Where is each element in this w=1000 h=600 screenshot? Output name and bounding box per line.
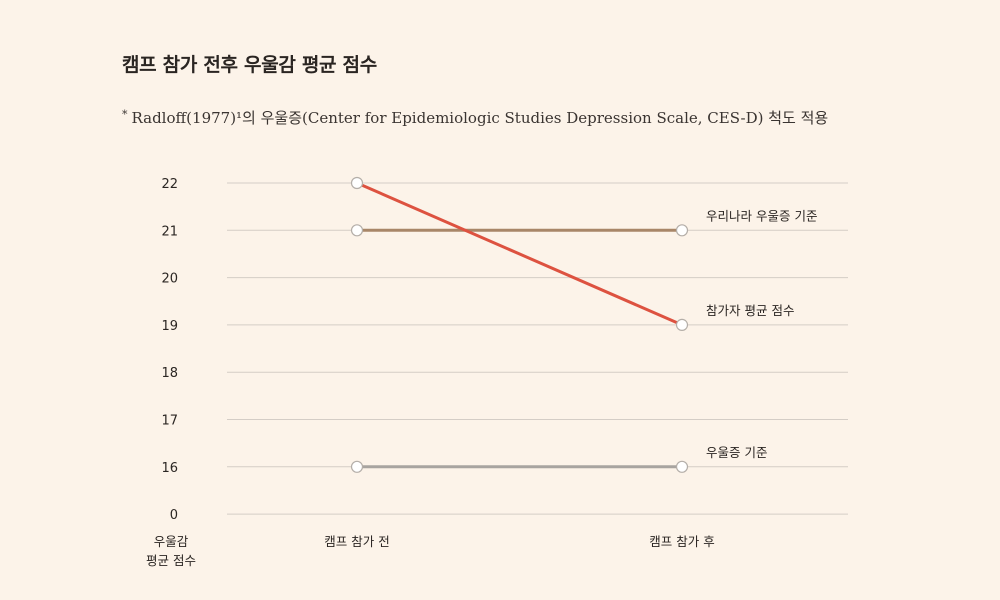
y-axis-ticks: 22 21 20 19 18 17 16 0	[161, 177, 178, 523]
series-label: 우리나라 우울증 기준	[706, 208, 817, 223]
series-markers	[350, 176, 689, 473]
y-tick-label: 18	[161, 366, 178, 381]
subtitle-marker: *	[122, 108, 128, 121]
subtitle-text: Radloff(1977)¹의 우울증(Center for Epidemiol…	[131, 109, 829, 127]
data-point	[350, 460, 364, 473]
y-tick-label: 21	[161, 224, 178, 239]
y-axis-label-line: 우울감	[154, 534, 189, 549]
series-line	[355, 181, 684, 327]
y-tick-label: 17	[161, 414, 178, 429]
data-point	[675, 460, 689, 473]
data-point	[350, 224, 364, 237]
data-point	[675, 224, 689, 237]
x-axis-categories: 캠프 참가 전 캠프 참가 후	[324, 534, 714, 549]
y-tick-label: 22	[161, 177, 178, 192]
data-point	[675, 318, 689, 331]
x-category-label: 캠프 참가 전	[324, 534, 389, 549]
x-category-label: 캠프 참가 후	[649, 534, 714, 549]
series-label: 우울증 기준	[706, 445, 767, 460]
y-axis-label-line: 평균 점수	[146, 553, 196, 568]
y-tick-label: 20	[161, 272, 178, 287]
chart-title: 캠프 참가 전후 우울감 평균 점수	[122, 54, 377, 76]
y-tick-label: 19	[161, 319, 178, 334]
y-tick-label: 0	[170, 508, 178, 523]
data-point	[350, 176, 364, 190]
series-lines	[355, 181, 684, 469]
series-label: 참가자 평균 점수	[706, 303, 794, 318]
y-tick-label: 16	[161, 461, 178, 476]
chart-subtitle: * Radloff(1977)¹의 우울증(Center for Epidemio…	[122, 107, 828, 128]
gridlines	[227, 182, 848, 515]
